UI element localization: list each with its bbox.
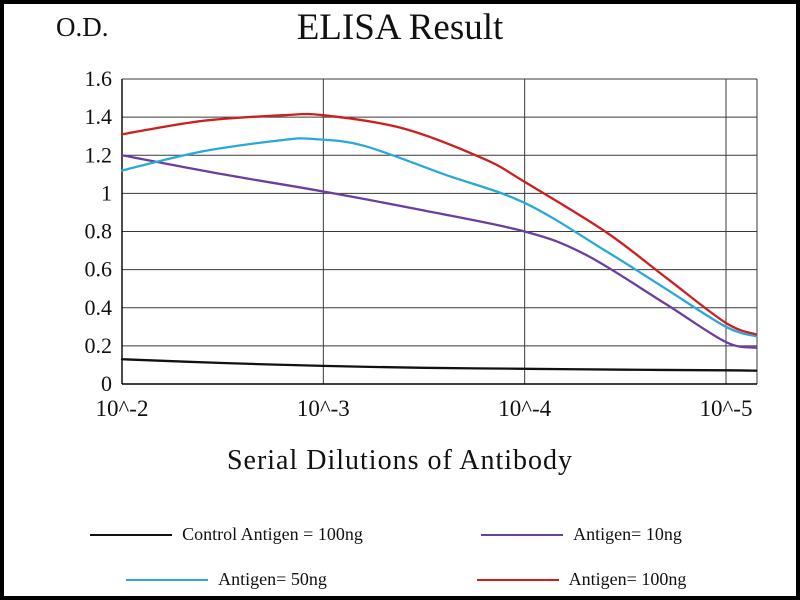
legend-label: Control Antigen = 100ng	[182, 524, 363, 544]
legend-item: Antigen= 10ng	[404, 524, 759, 545]
legend-item: Antigen= 100ng	[404, 569, 759, 590]
y-tick-label: 0.6	[85, 257, 113, 282]
y-tick-label: 0.8	[85, 219, 113, 244]
legend-label: Antigen= 50ng	[218, 569, 327, 589]
series-line-3	[120, 137, 758, 338]
y-tick-label: 0.2	[85, 333, 113, 358]
x-tick-label: 10^-3	[297, 396, 350, 421]
legend-label: Antigen= 100ng	[568, 569, 687, 589]
series-line-1	[120, 358, 758, 372]
legend: Control Antigen = 100ng Antigen= 10ng Anti…	[49, 524, 759, 590]
legend-item: Antigen= 50ng	[49, 569, 404, 590]
y-tick-label: 1	[101, 180, 112, 205]
legend-item: Control Antigen = 100ng	[49, 524, 404, 545]
chart-title: ELISA Result	[296, 7, 504, 48]
legend-line-sample	[126, 578, 209, 581]
legend-label: Antigen= 10ng	[573, 524, 682, 544]
x-tick-label: 10^-5	[700, 396, 753, 421]
y-tick-label: 0.4	[85, 295, 113, 320]
series-line-4	[120, 112, 758, 336]
x-tick-label: 10^-4	[498, 396, 551, 421]
legend-line-sample	[476, 578, 559, 581]
y-tick-label: 1.4	[85, 104, 113, 129]
y-tick-label: 1.6	[85, 66, 113, 91]
legend-line-sample	[481, 533, 564, 536]
y-tick-label: 1.2	[85, 142, 113, 167]
elisa-line-chart: 0 0.2 0.4 0.6 0.8 1 1.2 1.4 1.6 10^-2 10^-3 10^-4 10…	[85, 66, 758, 421]
x-axis-label: Serial Dilutions of Antibody	[226, 445, 574, 476]
legend-line-sample	[90, 533, 173, 536]
series-line-2	[120, 154, 758, 349]
x-tick-label: 10^-2	[96, 396, 149, 421]
y-axis-label: O.D.	[56, 12, 109, 42]
y-tick-label: 0	[101, 371, 112, 396]
